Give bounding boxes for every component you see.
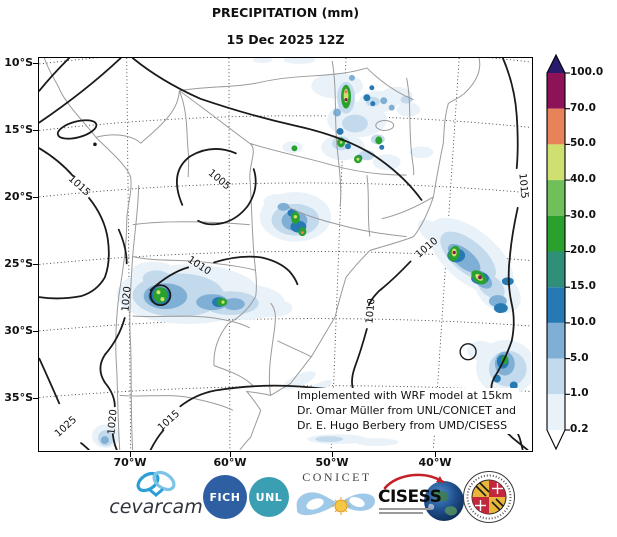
x-tickmark bbox=[435, 452, 437, 457]
conicet-ribbon-icon bbox=[296, 492, 376, 516]
annotation-line-3: Dr. E. Hugo Berbery from UMD/CISESS bbox=[297, 418, 508, 432]
cbar-tick-02: 0.2 bbox=[570, 423, 589, 435]
cbar-tick-10: 10.0 bbox=[570, 316, 596, 328]
contour-label-1015: 1015 bbox=[516, 172, 530, 200]
y-tickmark bbox=[33, 63, 38, 65]
cisess-arc-icon bbox=[383, 473, 445, 490]
unl-logo: UNL bbox=[249, 477, 289, 517]
cevarcam-logo: cevarcam bbox=[104, 468, 208, 524]
colorbar bbox=[546, 53, 570, 451]
x-tick-70w: 70°W bbox=[113, 456, 147, 469]
pressure-contours bbox=[39, 58, 529, 450]
cbar-tick-20: 20.0 bbox=[570, 244, 596, 256]
cisess-caption-bar bbox=[379, 512, 423, 514]
page-title: PRECIPITATION (mm) bbox=[211, 5, 360, 20]
cisess-wordmark: CISESS bbox=[378, 487, 442, 507]
cisess-earth-icon bbox=[424, 481, 464, 521]
y-tick-15s: 15°S bbox=[4, 123, 33, 136]
y-tickmark bbox=[33, 331, 38, 333]
conicet-wordmark: CONICET bbox=[302, 470, 372, 484]
precipitation-shading bbox=[91, 58, 531, 449]
map-panel bbox=[38, 57, 533, 452]
annotation-line-2: Dr. Omar Müller from UNL/CONICET and bbox=[297, 403, 517, 417]
cbar-tick-40: 40.0 bbox=[570, 173, 596, 185]
cbar-tick-100: 100.0 bbox=[570, 66, 604, 78]
y-tickmark bbox=[33, 197, 38, 199]
y-tickmark bbox=[33, 130, 38, 132]
cbar-tick-70: 70.0 bbox=[570, 102, 596, 114]
conicet-logo: CONICET bbox=[291, 470, 383, 528]
y-tick-30s: 30°S bbox=[4, 324, 33, 337]
x-tick-40w: 40°W bbox=[418, 456, 452, 469]
cbar-tick-15: 15.0 bbox=[570, 280, 596, 292]
y-tick-20s: 20°S bbox=[4, 190, 33, 203]
x-tick-60w: 60°W bbox=[213, 456, 247, 469]
map-canvas bbox=[39, 58, 531, 450]
cbar-tick-5: 5.0 bbox=[570, 352, 589, 364]
contour-label-1020: 1020 bbox=[106, 408, 120, 436]
valid-time-subtitle: 15 Dec 2025 12Z bbox=[226, 32, 345, 47]
y-tickmark bbox=[33, 398, 38, 400]
x-tickmark bbox=[230, 452, 232, 457]
y-tick-25s: 25°S bbox=[4, 257, 33, 270]
cevarcam-wordmark: cevarcam bbox=[109, 496, 203, 518]
fich-logo: FICH bbox=[203, 475, 247, 519]
contour-label-1020: 1020 bbox=[120, 285, 134, 313]
y-tick-35s: 35°S bbox=[4, 391, 33, 404]
x-tickmark bbox=[130, 452, 132, 457]
cbar-tick-30: 30.0 bbox=[570, 209, 596, 221]
logos-footer: cevarcam FICH UNL CONICET bbox=[0, 466, 617, 532]
y-tick-10s: 10°S bbox=[4, 56, 33, 69]
unl-wordmark: UNL bbox=[255, 490, 283, 504]
cevarcam-swirl-icon bbox=[136, 470, 176, 497]
annotation-line-1: Implemented with WRF model at 15km bbox=[297, 389, 513, 402]
contour-label-1010: 1010 bbox=[364, 297, 378, 325]
x-tickmark bbox=[332, 452, 334, 457]
umd-seal-icon bbox=[463, 471, 515, 523]
cisess-logo: CISESS bbox=[377, 470, 467, 528]
cbar-tick-1: 1.0 bbox=[570, 387, 589, 399]
credits-annotation: Implemented with WRF model at 15km Dr. O… bbox=[294, 388, 520, 435]
cisess-caption-bar bbox=[379, 508, 431, 510]
umd-seal-logo bbox=[462, 470, 516, 524]
y-tickmark bbox=[33, 264, 38, 266]
x-tick-50w: 50°W bbox=[315, 456, 349, 469]
cbar-tick-50: 50.0 bbox=[570, 137, 596, 149]
fich-wordmark: FICH bbox=[209, 490, 241, 504]
country-borders bbox=[43, 58, 481, 450]
